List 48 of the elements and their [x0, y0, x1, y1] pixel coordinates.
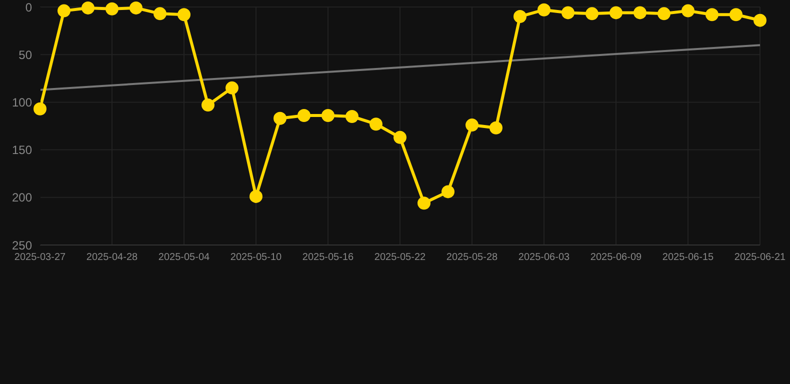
point — [658, 7, 670, 20]
point — [586, 7, 598, 20]
x-tick-label: 2025-05-16 — [302, 252, 354, 264]
x-tick-label: 2025-03-27 — [14, 252, 66, 264]
x-tick-label: 2025-04-28 — [86, 252, 138, 264]
point — [250, 190, 262, 203]
y-tick-label: 200 — [12, 190, 32, 205]
x-tick-label: 2025-05-10 — [230, 252, 282, 264]
point — [82, 1, 94, 14]
point — [706, 8, 718, 22]
point — [274, 112, 286, 125]
point — [178, 8, 190, 22]
point — [418, 196, 430, 210]
point — [538, 3, 550, 16]
x-tick-label: 2025-06-21 — [734, 252, 786, 264]
x-tick-label: 2025-05-22 — [374, 252, 426, 264]
x-tick-label: 2025-06-15 — [662, 252, 714, 264]
y-tick-label: 150 — [12, 143, 32, 158]
point — [106, 2, 118, 16]
point — [322, 109, 334, 122]
x-tick-label: 2025-06-09 — [590, 252, 642, 264]
y-tick-label: 50 — [18, 48, 32, 62]
point — [394, 130, 406, 144]
point — [562, 6, 574, 20]
point — [298, 109, 310, 122]
point — [202, 98, 214, 112]
point — [466, 118, 478, 132]
point — [226, 81, 238, 94]
y-tick-label: 250 — [12, 238, 32, 252]
y-tick-label: 0 — [25, 0, 32, 14]
point — [610, 6, 622, 20]
y-tick-label: 100 — [12, 95, 32, 110]
point — [442, 185, 454, 198]
point — [34, 102, 46, 116]
point — [514, 10, 526, 24]
point — [370, 118, 382, 131]
point — [154, 7, 166, 20]
x-tick-label: 2025-06-03 — [518, 252, 570, 264]
point — [754, 14, 766, 27]
x-tick-label: 2025-05-28 — [446, 252, 498, 264]
point — [634, 6, 646, 20]
point — [346, 110, 358, 123]
point — [490, 121, 502, 134]
point — [58, 4, 70, 18]
point — [730, 8, 742, 22]
point — [682, 4, 694, 18]
point — [130, 1, 142, 14]
x-tick-label: 2025-05-04 — [158, 252, 210, 264]
